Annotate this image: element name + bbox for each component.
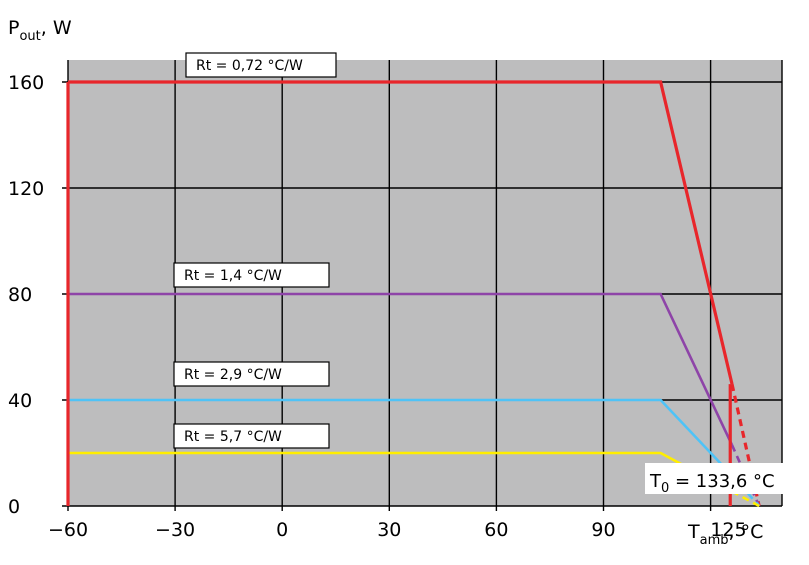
y-tick-label: 160 [8,72,44,94]
x-tick-label: −30 [155,519,195,541]
x-tick-label: 90 [591,519,615,541]
t0-annotation: T0 = 133,6 °C [645,463,783,496]
series-line [68,80,734,385]
series-label: Rt = 5,7 °C/W [184,429,282,445]
t0-annotation-box [645,463,783,494]
series-label: Rt = 1,4 °C/W [184,268,282,284]
x-tick-label: 60 [484,519,508,541]
series-label-box [173,262,330,288]
x-axis-title: Tamb, °C [687,521,763,548]
series-label-box [173,423,330,449]
y-tick-label: 40 [8,390,32,412]
x-tick-label: 0 [276,519,288,541]
series-label-box [185,52,337,78]
series-line [68,292,734,446]
x-tick-label: 30 [377,519,401,541]
t0-annotation-label: T0 = 133,6 °C [649,471,775,496]
y-tick-label: 120 [8,178,44,200]
x-tick-label: 125 [710,519,746,541]
y-axis-title: Pout, W [8,17,72,44]
series-labels: Rt = 0,72 °C/W Rt = 1,4 °C/W Rt = 2,9 °C/W… [173,52,337,449]
y-tick-label: 0 [8,496,20,518]
x-tick-label: −60 [48,519,88,541]
tick-labels: −60 −30 0 30 60 90 125 0 40 80 120 160 [8,72,747,541]
series-label: Rt = 0,72 °C/W [196,58,303,74]
series-dashed-extension [730,383,761,507]
series-label: Rt = 2,9 °C/W [184,367,282,383]
y-tick-label: 80 [8,284,32,306]
series-line [68,398,733,477]
series-label-box [173,361,330,387]
